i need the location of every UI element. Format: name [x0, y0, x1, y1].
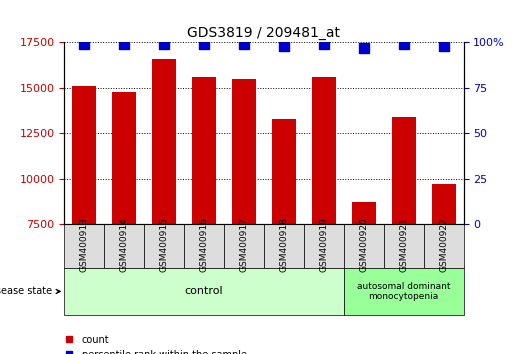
Bar — [272, 119, 296, 224]
Point — [160, 41, 168, 47]
Point — [320, 41, 328, 47]
Bar — [432, 184, 455, 224]
Text: autosomal dominant
monocytopenia: autosomal dominant monocytopenia — [357, 282, 451, 301]
Text: GSM400918: GSM400918 — [280, 217, 288, 272]
Text: GSM400914: GSM400914 — [120, 217, 129, 272]
Bar — [152, 59, 176, 224]
Title: GDS3819 / 209481_at: GDS3819 / 209481_at — [187, 26, 340, 40]
Bar — [232, 79, 256, 224]
Point — [400, 41, 408, 47]
Bar — [112, 92, 136, 224]
Text: control: control — [185, 286, 224, 296]
Text: GSM400920: GSM400920 — [359, 217, 368, 272]
Text: GSM400921: GSM400921 — [399, 217, 408, 272]
Text: GSM400913: GSM400913 — [80, 217, 89, 272]
FancyBboxPatch shape — [344, 224, 384, 268]
FancyBboxPatch shape — [304, 224, 344, 268]
Text: GSM400919: GSM400919 — [319, 217, 328, 272]
Point — [200, 41, 208, 47]
Bar — [192, 77, 216, 224]
Point — [80, 41, 89, 47]
Bar — [352, 202, 375, 224]
Point — [439, 43, 448, 49]
Text: GSM400917: GSM400917 — [239, 217, 248, 272]
FancyBboxPatch shape — [264, 224, 304, 268]
Text: disease state: disease state — [0, 286, 60, 296]
Text: GSM400916: GSM400916 — [200, 217, 209, 272]
FancyBboxPatch shape — [184, 224, 224, 268]
Point — [240, 41, 248, 47]
Point — [280, 43, 288, 49]
FancyBboxPatch shape — [423, 224, 464, 268]
FancyBboxPatch shape — [64, 268, 344, 315]
FancyBboxPatch shape — [344, 268, 464, 315]
Bar — [312, 77, 336, 224]
Point — [359, 45, 368, 51]
FancyBboxPatch shape — [144, 224, 184, 268]
FancyBboxPatch shape — [64, 224, 104, 268]
FancyBboxPatch shape — [224, 224, 264, 268]
Bar — [72, 86, 96, 224]
Legend: count, percentile rank within the sample: count, percentile rank within the sample — [60, 331, 251, 354]
Bar — [392, 117, 416, 224]
Text: GSM400922: GSM400922 — [439, 217, 448, 272]
Text: GSM400915: GSM400915 — [160, 217, 168, 272]
FancyBboxPatch shape — [384, 224, 423, 268]
FancyBboxPatch shape — [104, 224, 144, 268]
Point — [120, 41, 128, 47]
